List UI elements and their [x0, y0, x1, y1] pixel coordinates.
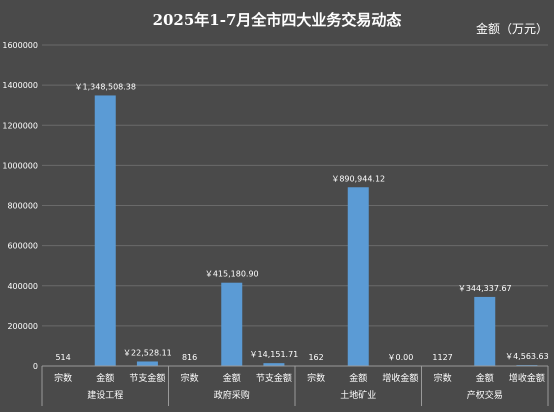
unit-label: 金额（万元）	[476, 21, 548, 36]
data-label: 816	[182, 353, 197, 362]
data-label: ￥0.00	[388, 353, 414, 362]
x-tick-label: 宗数	[54, 372, 72, 384]
x-tick-label: 宗数	[181, 372, 199, 384]
x-tick-label: 增收金额	[509, 372, 545, 384]
x-tick-label: 节支金额	[129, 372, 165, 384]
x-tick-label: 金额	[476, 372, 494, 384]
bar	[94, 95, 116, 366]
y-tick-label: 1200000	[2, 121, 38, 130]
bar	[221, 282, 243, 366]
group-label: 产权交易	[467, 389, 503, 401]
group-label: 政府采购	[214, 389, 250, 401]
x-tick-label: 宗数	[434, 372, 452, 384]
data-label: ￥4,563.63	[505, 352, 549, 361]
data-label: ￥22,528.11	[123, 348, 172, 357]
y-tick-label: 1400000	[2, 81, 38, 90]
data-label: ￥890,944.12	[331, 174, 385, 183]
y-tick-label: 0	[33, 362, 38, 371]
bar	[347, 187, 369, 366]
data-label: 162	[308, 353, 323, 362]
data-label: 514	[55, 353, 70, 362]
y-tick-label: 400000	[7, 282, 38, 291]
bar	[474, 296, 496, 366]
x-tick-label: 金额	[349, 372, 367, 384]
x-tick-label: 增收金额	[382, 372, 418, 384]
data-label: ￥14,151.71	[250, 350, 299, 359]
data-label: ￥1,348,508.38	[75, 82, 136, 91]
y-tick-label: 800000	[7, 202, 38, 211]
x-tick-label: 节支金额	[256, 372, 292, 384]
group-label: 建设工程	[87, 389, 123, 401]
y-tick-label: 1600000	[2, 41, 38, 50]
x-tick-label: 宗数	[307, 372, 325, 384]
data-label: ￥344,337.67	[458, 284, 512, 293]
data-label: ￥415,180.90	[205, 270, 259, 279]
x-tick-label: 金额	[96, 372, 114, 384]
y-tick-label: 200000	[7, 322, 38, 331]
x-tick-label: 金额	[223, 372, 241, 384]
chart-title: 2025年1-7月全市四大业务交易动态	[153, 11, 402, 29]
group-label: 土地矿业	[340, 389, 376, 401]
bar	[136, 361, 158, 366]
bar	[263, 363, 285, 366]
data-label: 1127	[432, 353, 452, 362]
y-tick-label: 600000	[7, 242, 38, 251]
y-tick-label: 1000000	[2, 161, 38, 170]
